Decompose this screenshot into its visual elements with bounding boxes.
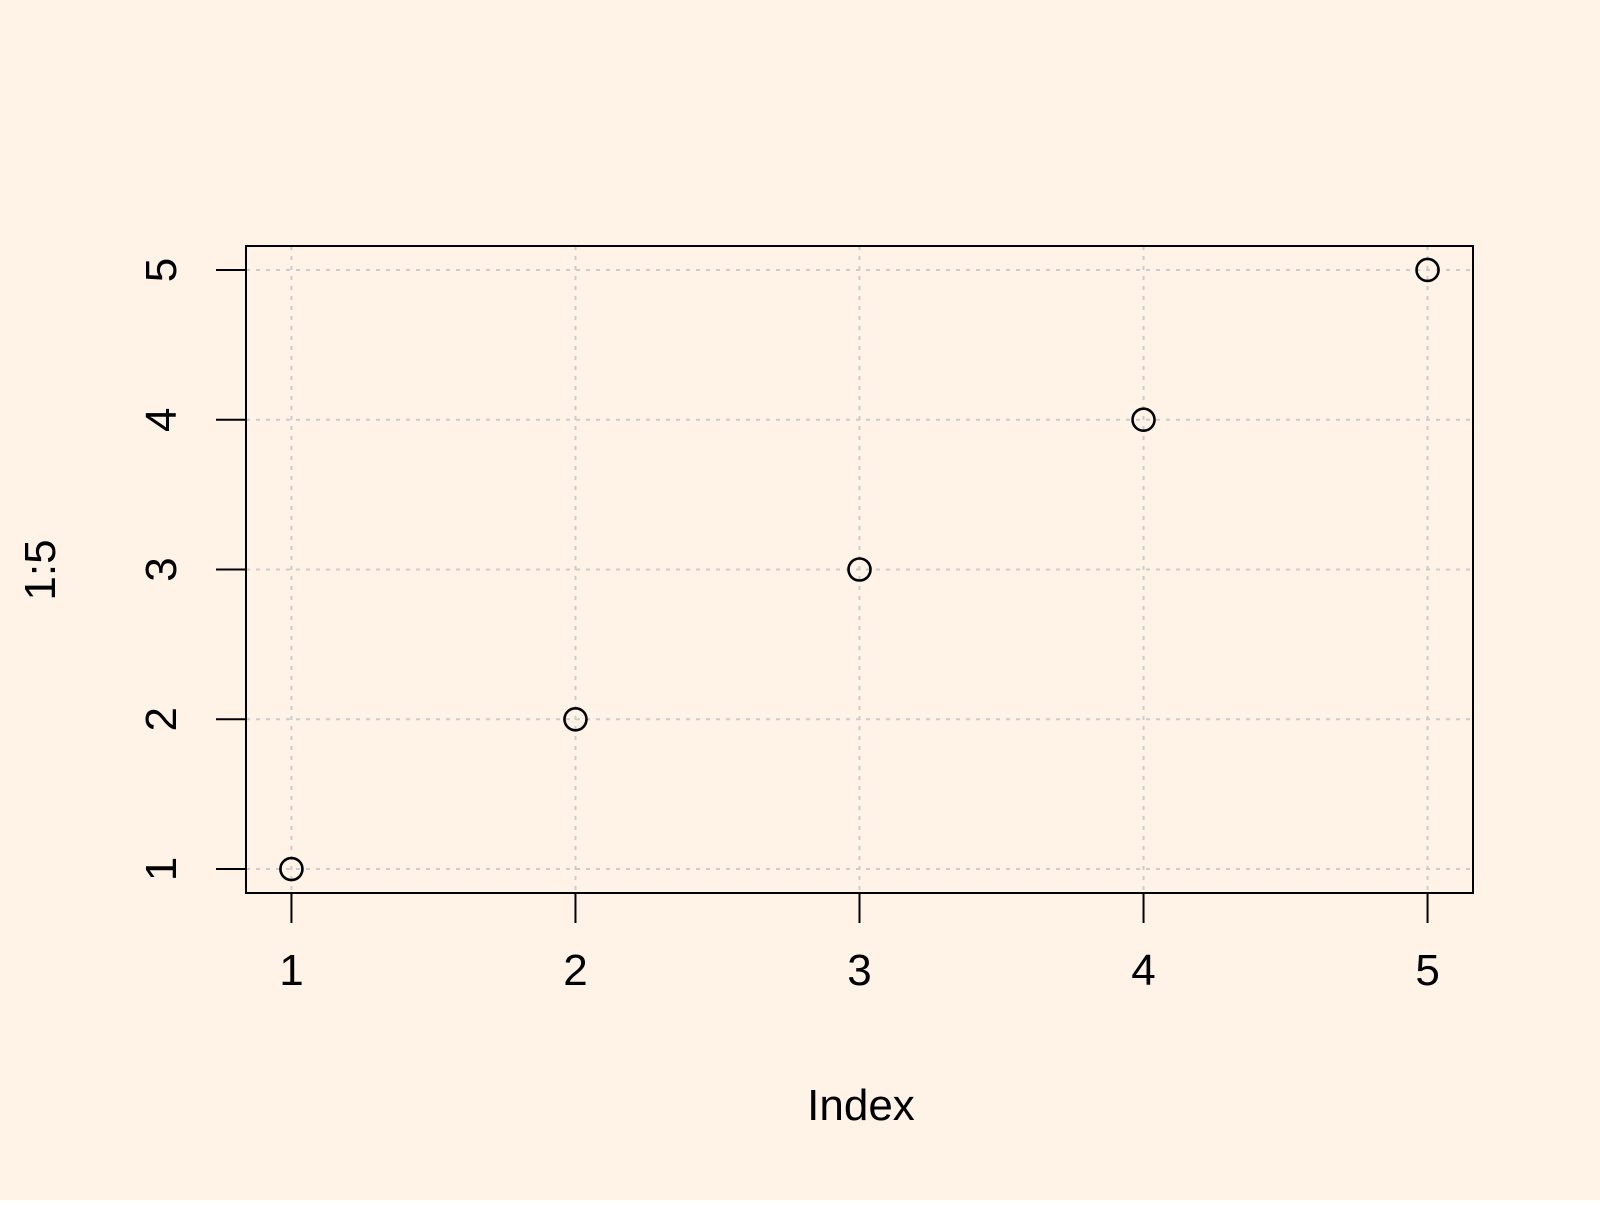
y-tick-label-2: 2 bbox=[137, 707, 186, 731]
x-tick-label-2: 2 bbox=[563, 946, 587, 995]
y-axis-label: 1:5 bbox=[16, 539, 65, 600]
data-points bbox=[279, 257, 1440, 882]
data-point-5 bbox=[1415, 257, 1440, 283]
x-tick-label-4: 4 bbox=[1131, 946, 1155, 995]
data-point-2 bbox=[563, 706, 588, 732]
x-tick-label-5: 5 bbox=[1415, 946, 1439, 995]
y-tick-label-3: 3 bbox=[137, 557, 186, 581]
x-axis-label: Index bbox=[807, 1081, 915, 1130]
data-point-3 bbox=[847, 557, 872, 582]
data-point-4 bbox=[1131, 407, 1156, 433]
x-tick-label-1: 1 bbox=[279, 946, 303, 995]
y-tick-label-4: 4 bbox=[137, 407, 186, 431]
data-point-1 bbox=[279, 856, 304, 882]
grid bbox=[246, 246, 1473, 893]
y-tick-label-5: 5 bbox=[137, 258, 186, 282]
y-tick-label-1: 1 bbox=[137, 857, 186, 881]
x-tick-label-3: 3 bbox=[847, 946, 871, 995]
plot-frame bbox=[245, 245, 1474, 894]
